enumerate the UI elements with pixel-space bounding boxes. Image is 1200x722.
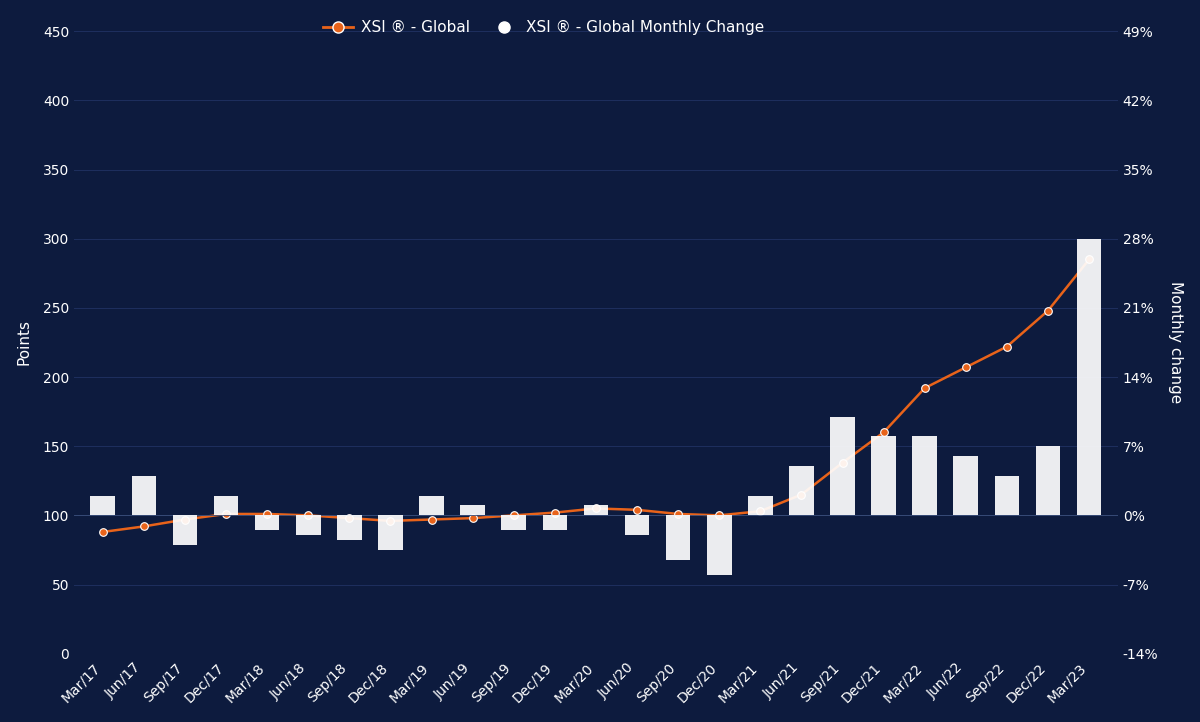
Bar [296, 516, 320, 535]
Bar [625, 516, 649, 535]
Bar [790, 466, 814, 516]
Y-axis label: Monthly change: Monthly change [1169, 282, 1183, 404]
Bar [707, 516, 732, 575]
Bar [502, 516, 526, 530]
Y-axis label: Points: Points [17, 319, 31, 365]
Bar [583, 505, 608, 516]
Bar [748, 495, 773, 516]
Bar [378, 516, 403, 550]
Bar [337, 516, 361, 540]
Bar [419, 495, 444, 516]
Bar [954, 456, 978, 516]
Bar [666, 516, 690, 560]
Bar [1036, 446, 1061, 516]
Bar [90, 495, 115, 516]
Bar [542, 516, 568, 530]
Bar [173, 516, 197, 545]
Bar [254, 516, 280, 530]
Bar [912, 436, 937, 516]
Bar [995, 476, 1019, 516]
Bar [214, 495, 239, 516]
Bar [871, 436, 896, 516]
Bar [830, 417, 854, 516]
Bar [461, 505, 485, 516]
Bar [1076, 239, 1102, 516]
Legend: XSI ® - Global, XSI ® - Global Monthly Change: XSI ® - Global, XSI ® - Global Monthly C… [317, 14, 770, 41]
Bar [132, 476, 156, 516]
